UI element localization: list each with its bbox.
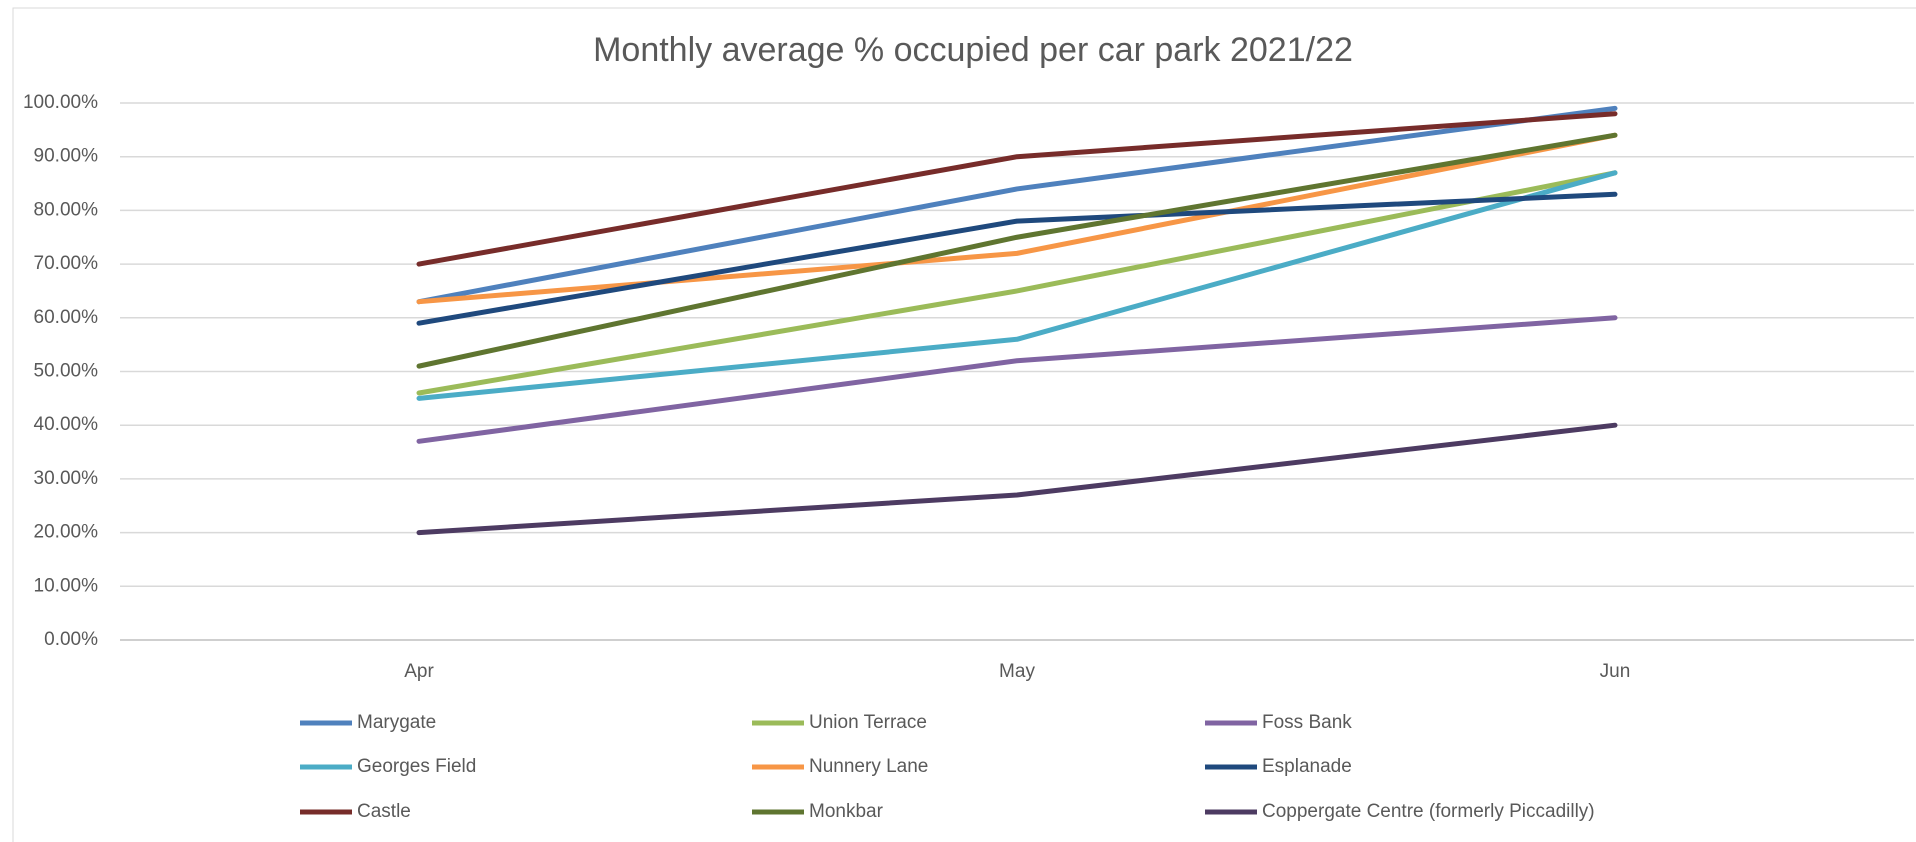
legend-label: Coppergate Centre (formerly Piccadilly) (1262, 801, 1595, 822)
y-tick-label: 100.00% (23, 92, 98, 113)
series-line (416, 105, 1618, 305)
y-tick-label: 30.00% (34, 468, 99, 489)
series-line (416, 132, 1618, 369)
y-tick-label: 0.00% (44, 629, 98, 650)
x-tick-label: Apr (404, 661, 434, 682)
legend-label: Marygate (357, 712, 436, 733)
legend-label: Union Terrace (809, 712, 927, 733)
y-tick-label: 40.00% (34, 414, 99, 435)
legend-label: Foss Bank (1262, 712, 1352, 733)
series-line (416, 422, 1618, 536)
series-line (416, 132, 1618, 305)
series-line (416, 111, 1618, 267)
chart-title: Monthly average % occupied per car park … (593, 31, 1353, 69)
x-tick-label: May (999, 661, 1035, 682)
y-tick-label: 90.00% (34, 146, 99, 167)
legend-label: Nunnery Lane (809, 756, 928, 777)
legend-label: Georges Field (357, 756, 476, 777)
y-tick-label: 50.00% (34, 361, 99, 382)
y-tick-label: 70.00% (34, 253, 99, 274)
series-line (416, 315, 1618, 444)
chart-border (12, 7, 1916, 842)
y-tick-label: 80.00% (34, 199, 99, 220)
x-tick-label: Jun (1600, 661, 1631, 682)
y-tick-label: 10.00% (34, 575, 99, 596)
series-line (416, 170, 1618, 396)
y-tick-label: 60.00% (34, 307, 99, 328)
legend-label: Monkbar (809, 801, 884, 822)
legend-label: Castle (357, 801, 411, 822)
legend-label: Esplanade (1262, 756, 1352, 777)
series-line (416, 191, 1618, 326)
series-line (416, 170, 1618, 401)
y-tick-label: 20.00% (34, 522, 99, 543)
